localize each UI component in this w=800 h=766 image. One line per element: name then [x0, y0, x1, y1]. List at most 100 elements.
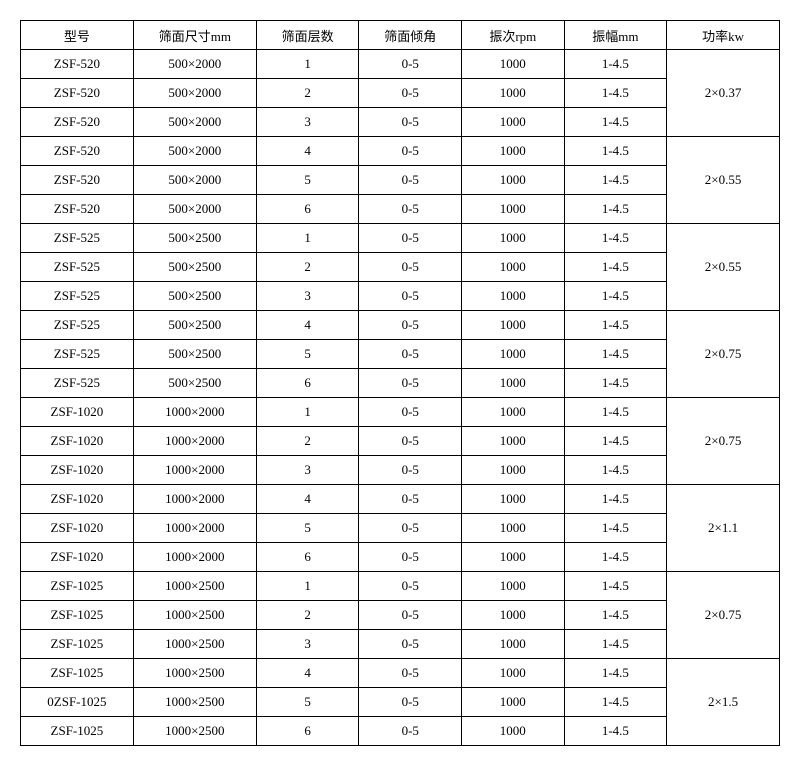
cell-angle: 0-5 — [359, 50, 462, 79]
cell-amp: 1-4.5 — [564, 485, 667, 514]
cell-amp: 1-4.5 — [564, 398, 667, 427]
cell-rpm: 1000 — [462, 282, 565, 311]
cell-model: ZSF-520 — [21, 195, 134, 224]
cell-rpm: 1000 — [462, 340, 565, 369]
table-row: ZSF-10201000×200050-510001-4.5 — [21, 514, 780, 543]
table-row: ZSF-10201000×200040-510001-4.52×1.1 — [21, 485, 780, 514]
cell-model: ZSF-1025 — [21, 572, 134, 601]
cell-size: 1000×2500 — [133, 688, 256, 717]
cell-model: ZSF-520 — [21, 137, 134, 166]
cell-angle: 0-5 — [359, 456, 462, 485]
cell-model: ZSF-1025 — [21, 659, 134, 688]
cell-power: 2×1.5 — [667, 659, 780, 746]
cell-angle: 0-5 — [359, 630, 462, 659]
col-power: 功率kw — [667, 21, 780, 50]
cell-power: 2×0.75 — [667, 311, 780, 398]
col-angle: 筛面倾角 — [359, 21, 462, 50]
cell-model: ZSF-1020 — [21, 485, 134, 514]
cell-size: 500×2500 — [133, 282, 256, 311]
table-row: ZSF-525500×250020-510001-4.5 — [21, 253, 780, 282]
cell-model: ZSF-520 — [21, 79, 134, 108]
cell-layers: 2 — [256, 79, 359, 108]
cell-layers: 3 — [256, 108, 359, 137]
cell-power: 2×0.75 — [667, 398, 780, 485]
cell-amp: 1-4.5 — [564, 108, 667, 137]
cell-rpm: 1000 — [462, 50, 565, 79]
cell-angle: 0-5 — [359, 195, 462, 224]
cell-model: ZSF-1020 — [21, 514, 134, 543]
table-row: ZSF-10251000×250020-510001-4.5 — [21, 601, 780, 630]
cell-amp: 1-4.5 — [564, 369, 667, 398]
col-layers: 筛面层数 — [256, 21, 359, 50]
cell-amp: 1-4.5 — [564, 514, 667, 543]
table-row: 0ZSF-10251000×250050-510001-4.5 — [21, 688, 780, 717]
cell-angle: 0-5 — [359, 253, 462, 282]
cell-size: 500×2000 — [133, 137, 256, 166]
cell-layers: 2 — [256, 427, 359, 456]
cell-size: 500×2500 — [133, 340, 256, 369]
cell-rpm: 1000 — [462, 659, 565, 688]
cell-layers: 5 — [256, 514, 359, 543]
cell-amp: 1-4.5 — [564, 311, 667, 340]
cell-model: ZSF-520 — [21, 50, 134, 79]
cell-angle: 0-5 — [359, 601, 462, 630]
cell-size: 500×2000 — [133, 79, 256, 108]
cell-amp: 1-4.5 — [564, 137, 667, 166]
cell-model: ZSF-1020 — [21, 543, 134, 572]
cell-size: 1000×2000 — [133, 485, 256, 514]
cell-model: ZSF-525 — [21, 282, 134, 311]
cell-amp: 1-4.5 — [564, 195, 667, 224]
cell-power: 2×0.55 — [667, 137, 780, 224]
cell-angle: 0-5 — [359, 543, 462, 572]
cell-angle: 0-5 — [359, 717, 462, 746]
cell-rpm: 1000 — [462, 456, 565, 485]
cell-angle: 0-5 — [359, 340, 462, 369]
cell-model: ZSF-525 — [21, 253, 134, 282]
cell-rpm: 1000 — [462, 630, 565, 659]
cell-angle: 0-5 — [359, 398, 462, 427]
cell-rpm: 1000 — [462, 514, 565, 543]
table-row: ZSF-520500×200030-510001-4.5 — [21, 108, 780, 137]
cell-size: 500×2000 — [133, 50, 256, 79]
cell-size: 1000×2000 — [133, 514, 256, 543]
cell-power: 2×0.75 — [667, 572, 780, 659]
cell-rpm: 1000 — [462, 311, 565, 340]
cell-amp: 1-4.5 — [564, 427, 667, 456]
cell-model: ZSF-525 — [21, 340, 134, 369]
cell-amp: 1-4.5 — [564, 166, 667, 195]
cell-layers: 4 — [256, 659, 359, 688]
cell-amp: 1-4.5 — [564, 543, 667, 572]
cell-size: 1000×2000 — [133, 543, 256, 572]
cell-rpm: 1000 — [462, 601, 565, 630]
table-header-row: 型号 筛面尺寸mm 筛面层数 筛面倾角 振次rpm 振幅mm 功率kw — [21, 21, 780, 50]
cell-size: 1000×2000 — [133, 427, 256, 456]
cell-size: 1000×2000 — [133, 456, 256, 485]
cell-layers: 5 — [256, 166, 359, 195]
table-row: ZSF-10201000×200010-510001-4.52×0.75 — [21, 398, 780, 427]
cell-amp: 1-4.5 — [564, 630, 667, 659]
cell-layers: 6 — [256, 717, 359, 746]
cell-angle: 0-5 — [359, 485, 462, 514]
cell-angle: 0-5 — [359, 659, 462, 688]
cell-angle: 0-5 — [359, 137, 462, 166]
cell-rpm: 1000 — [462, 224, 565, 253]
cell-amp: 1-4.5 — [564, 688, 667, 717]
table-row: ZSF-10201000×200020-510001-4.5 — [21, 427, 780, 456]
table-row: ZSF-520500×200050-510001-4.5 — [21, 166, 780, 195]
cell-angle: 0-5 — [359, 108, 462, 137]
table-row: ZSF-520500×200060-510001-4.5 — [21, 195, 780, 224]
cell-angle: 0-5 — [359, 166, 462, 195]
cell-amp: 1-4.5 — [564, 253, 667, 282]
cell-model: ZSF-525 — [21, 224, 134, 253]
table-row: ZSF-10201000×200030-510001-4.5 — [21, 456, 780, 485]
cell-rpm: 1000 — [462, 572, 565, 601]
col-amp: 振幅mm — [564, 21, 667, 50]
cell-angle: 0-5 — [359, 369, 462, 398]
cell-amp: 1-4.5 — [564, 659, 667, 688]
cell-angle: 0-5 — [359, 311, 462, 340]
cell-amp: 1-4.5 — [564, 340, 667, 369]
table-row: ZSF-525500×250040-510001-4.52×0.75 — [21, 311, 780, 340]
col-model: 型号 — [21, 21, 134, 50]
cell-layers: 6 — [256, 195, 359, 224]
cell-rpm: 1000 — [462, 108, 565, 137]
